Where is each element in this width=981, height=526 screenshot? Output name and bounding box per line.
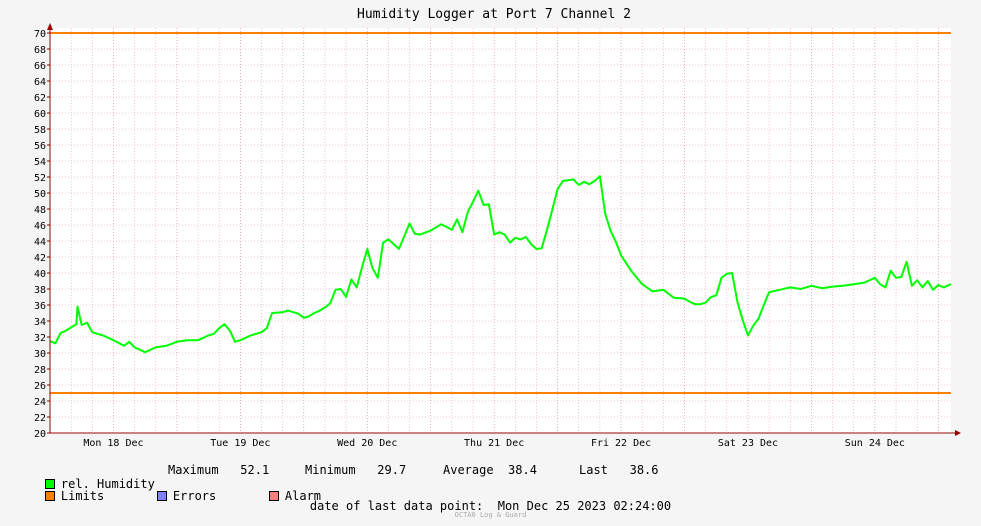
last-label: Last bbox=[579, 463, 608, 477]
last-point-value: Mon Dec 25 2023 02:24:00 bbox=[497, 499, 672, 513]
average-label: Average bbox=[443, 463, 494, 477]
legend-last: Last 38.6 bbox=[579, 463, 659, 477]
series-line-0 bbox=[49, 175, 952, 354]
legend-maximum: Maximum 52.1 bbox=[168, 463, 269, 477]
legend-average: Average 38.4 bbox=[443, 463, 537, 477]
x-day-label-2: Wed 20 Dec bbox=[337, 438, 397, 449]
y-tick-label-58: 58 bbox=[34, 125, 46, 136]
y-tick-label-28: 28 bbox=[34, 365, 46, 376]
y-tick-label-44: 44 bbox=[34, 237, 46, 248]
tick-labels: 20 22 24 26 28 30 32 34 36 38 40 42 44 46 48 50 52 54 56 58… bbox=[34, 29, 905, 449]
plot-area bbox=[50, 28, 951, 434]
y-tick-label-48: 48 bbox=[34, 205, 46, 216]
x-axis-arrow bbox=[955, 430, 961, 436]
x-day-label-0: Mon 18 Dec bbox=[83, 438, 143, 449]
limit-lines bbox=[50, 32, 951, 394]
y-tick-label-34: 34 bbox=[34, 317, 46, 328]
x-day-label-4: Fri 22 Dec bbox=[591, 438, 651, 449]
legend-row-1: rel. Humidity bbox=[16, 463, 155, 505]
y-tick-label-60: 60 bbox=[34, 109, 46, 120]
y-tick-label-62: 62 bbox=[34, 93, 46, 104]
legend-minimum: Minimum 29.7 bbox=[305, 463, 406, 477]
last-value: 38.6 bbox=[629, 463, 659, 477]
y-tick-label-32: 32 bbox=[34, 333, 46, 344]
y-tick-label-54: 54 bbox=[34, 157, 46, 168]
chart-title: Humidity Logger at Port 7 Channel 2 bbox=[357, 7, 631, 22]
last-point-label: date of last data point: bbox=[309, 499, 484, 513]
average-value: 38.4 bbox=[508, 463, 537, 477]
axes bbox=[47, 23, 961, 436]
y-tick-label-22: 22 bbox=[34, 413, 46, 424]
y-tick-label-42: 42 bbox=[34, 253, 46, 264]
errors-label: Errors bbox=[172, 489, 217, 503]
watermark: OCTA6 Log & Guard bbox=[454, 511, 527, 519]
minimum-label: Minimum bbox=[305, 463, 356, 477]
y-axis-arrow bbox=[47, 23, 53, 30]
errors-swatch bbox=[156, 491, 167, 501]
legend-errors: Errors bbox=[128, 475, 216, 517]
legend-humidity-label: rel. Humidity bbox=[60, 477, 155, 491]
y-tick-label-70: 70 bbox=[34, 29, 46, 40]
limits-swatch bbox=[44, 491, 55, 501]
alarm-label: Alarm bbox=[284, 489, 322, 503]
y-tick-label-38: 38 bbox=[34, 285, 46, 296]
y-tick-label-20: 20 bbox=[34, 429, 46, 440]
y-tick-label-26: 26 bbox=[34, 381, 46, 392]
y-tick-label-68: 68 bbox=[34, 45, 46, 56]
humidity-swatch bbox=[44, 479, 55, 489]
limits-label: Limits bbox=[60, 489, 105, 503]
minimum-value: 29.7 bbox=[377, 463, 407, 477]
y-tick-label-52: 52 bbox=[34, 173, 46, 184]
x-day-label-1: Tue 19 Dec bbox=[210, 438, 270, 449]
y-tick-label-64: 64 bbox=[34, 77, 46, 88]
x-day-label-6: Sun 24 Dec bbox=[845, 438, 905, 449]
y-tick-label-36: 36 bbox=[34, 301, 46, 312]
maximum-value: 52.1 bbox=[240, 463, 270, 477]
x-day-label-3: Thu 21 Dec bbox=[464, 438, 524, 449]
y-tick-label-24: 24 bbox=[34, 397, 46, 408]
y-tick-label-46: 46 bbox=[34, 221, 46, 232]
y-tick-label-56: 56 bbox=[34, 141, 46, 152]
y-tick-label-66: 66 bbox=[34, 61, 46, 72]
last-data-point: date of last data point: Mon Dec 25 2023… bbox=[0, 499, 981, 513]
series-layer bbox=[49, 175, 952, 354]
y-tick-label-50: 50 bbox=[34, 189, 46, 200]
x-day-label-5: Sat 23 Dec bbox=[718, 438, 778, 449]
maximum-label: Maximum bbox=[168, 463, 219, 477]
y-tick-label-30: 30 bbox=[34, 349, 46, 360]
alarm-swatch bbox=[268, 491, 279, 501]
legend-limits: Limits bbox=[16, 475, 104, 517]
legend-alarm: Alarm bbox=[240, 475, 321, 517]
y-tick-label-40: 40 bbox=[34, 269, 46, 280]
